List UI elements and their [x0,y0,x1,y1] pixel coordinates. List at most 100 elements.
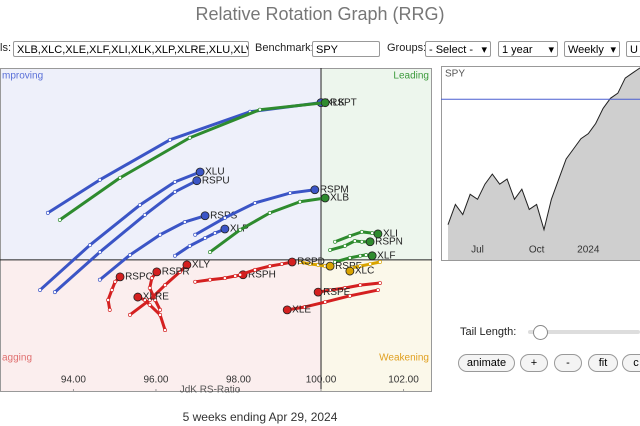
tail-point [298,260,302,264]
tail-point [257,107,262,112]
groups-label: Groups: [387,42,427,54]
series-label: RSPU [202,175,230,186]
series-label: XLB [330,193,349,204]
series-label: RSPH [248,269,276,280]
tail-point [187,243,192,248]
tail-point [97,277,102,282]
head-point [200,211,210,221]
tail-point [172,179,177,184]
footer-text: 5 weeks ending Apr 29, 2024 [182,410,338,424]
series-label: XLE [292,305,311,316]
x-tick-label: 100.00 [306,375,337,386]
x-tick-label: Jul [471,245,484,256]
quadrant-label: Leading [393,71,429,82]
series-label: RSPM [320,184,349,195]
series-label: XLRE [143,292,169,303]
plot-border [0,68,432,392]
series-label: RSPT [330,97,357,108]
symbols-label: ls: [0,42,11,54]
tail-point [38,288,42,293]
head-point [182,260,192,270]
tail-point [288,191,293,196]
tail-point [347,293,352,298]
slider-knob[interactable] [533,325,548,340]
tail-point [109,288,114,293]
series-label: XLY [192,260,210,271]
slider-track[interactable] [528,330,640,334]
tail-point [342,243,347,248]
tail-point [45,210,50,215]
tail-point [128,253,132,257]
head-point [345,266,355,276]
benchmark-input[interactable]: SPY [312,41,380,57]
tail-point [333,260,337,264]
symbols-input[interactable]: XLB,XLC,XLE,XLF,XLI,XLK,XLP,XLRE,XLU,XLV… [13,41,249,57]
update-button[interactable]: U [626,41,640,57]
tail-length-label: Tail Length: [460,326,517,338]
series-label: RSPC [125,271,153,282]
period-select[interactable]: 1 year [498,41,558,57]
tail-point [279,262,284,267]
tail-point [158,312,163,317]
tail-point [158,307,163,312]
tail-point [177,269,182,274]
control-button[interactable]: animate [458,354,515,372]
tail-point [238,272,243,277]
quadrant [321,259,432,392]
head-point [133,292,143,302]
tail-point [316,262,321,267]
series-label: RSPN [375,236,403,247]
control-button[interactable]: c [622,354,640,372]
series-label: RSPF [335,261,362,272]
head-point [367,251,377,261]
x-tick-label: 98.00 [226,375,251,386]
head-point [192,176,202,186]
tail-point [158,232,163,237]
series-label: XLK [326,97,345,108]
head-point [325,261,335,271]
tail-point [118,175,123,180]
x-tick-label: Oct [529,245,545,256]
head-point [313,287,323,297]
control-button[interactable]: - [554,354,582,372]
tail-point [307,262,312,267]
series-label: RSPR [162,267,190,278]
tail-point [168,137,172,142]
tail-point [323,300,328,304]
tail-point [172,253,177,258]
tail-point [147,298,152,302]
series-label: XLF [377,250,395,261]
head-point [220,224,230,234]
tail-point [172,189,177,194]
control-button[interactable]: + [520,354,548,372]
tail-point [302,305,307,309]
tail-point [203,236,208,240]
tail-point [153,298,158,302]
tail-point [328,288,333,293]
groups-select[interactable]: - Select - [425,41,491,57]
tail-point [193,279,198,284]
x-tick-label: 94.00 [61,375,86,386]
quadrant-label: agging [2,353,32,364]
tail-point [364,253,368,257]
tail-point [142,298,147,302]
x-tick-label: 102.00 [388,375,419,386]
tail-point [163,328,167,333]
tail-point [142,212,147,217]
tail-point [87,243,92,248]
series-label: XLU [205,167,224,178]
tail-point [347,255,352,260]
head-point [320,98,330,108]
quadrant [0,68,322,260]
series-label: XLI [383,229,398,240]
frequency-select[interactable]: Weekly [564,41,620,57]
tail-point [187,135,192,140]
tail-point [267,210,272,215]
control-button[interactable]: fit [588,354,618,372]
head-point [282,305,292,315]
page-title: Relative Rotation Graph (RRG) [195,4,445,24]
tail-point [359,229,364,234]
tail-point [368,262,373,267]
tail-point [208,277,212,282]
